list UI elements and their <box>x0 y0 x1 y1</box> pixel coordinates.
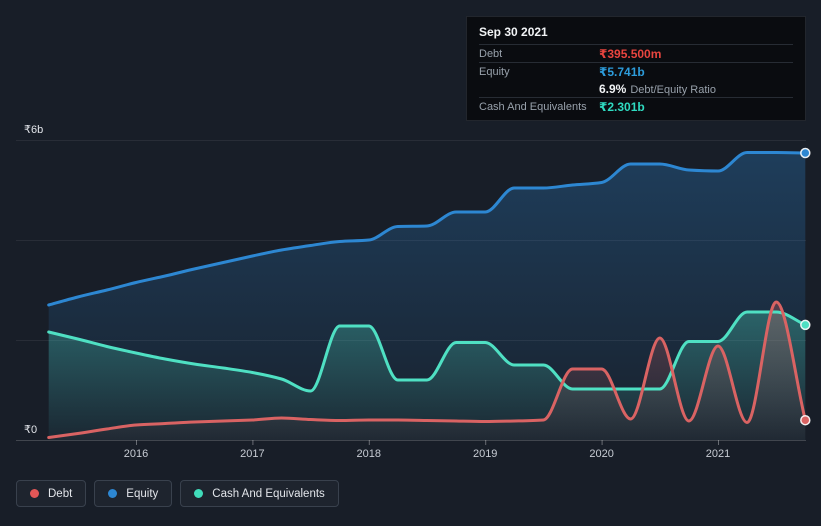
tooltip-cash-label: Cash And Equivalents <box>479 100 587 113</box>
tooltip-ratio-value: 6.9% <box>599 82 627 96</box>
cash-dot-icon <box>194 489 204 498</box>
cash-and-equivalents-line <box>47 310 807 393</box>
tooltip-row-equity: Equity ₹5.741b <box>479 63 793 80</box>
x-tick-label: 2018 <box>357 448 381 460</box>
tooltip-cash-value: ₹2.301b <box>599 99 645 114</box>
x-tick-label: 2016 <box>124 448 148 460</box>
tooltip-ratio-label: Debt/Equity Ratio <box>630 84 716 96</box>
x-tick-label: 2017 <box>240 448 264 460</box>
legend-item-equity[interactable]: Equity <box>94 480 173 507</box>
debt-marker[interactable] <box>800 414 811 426</box>
y-axis-label: ₹6b <box>24 124 43 136</box>
legend-item-debt[interactable]: Debt <box>16 480 87 507</box>
cash-and-equivalents-marker[interactable] <box>800 319 811 331</box>
equity-area <box>48 152 806 440</box>
legend-label-debt: Debt <box>48 487 73 500</box>
legend-label-equity: Equity <box>126 487 159 500</box>
debt-dot-icon <box>30 489 39 498</box>
debt-line <box>47 300 807 439</box>
x-tick-label: 2019 <box>473 448 497 460</box>
equity-dot-icon <box>108 489 118 498</box>
y-axis-label: ₹0 <box>24 424 37 436</box>
legend: Debt Equity Cash And Equivalents <box>16 480 339 507</box>
chart-tooltip: Sep 30 2021 Debt ₹395.500m Equity ₹5.741… <box>466 16 806 121</box>
tooltip-ratio: 6.9% Debt/Equity Ratio <box>599 80 793 98</box>
legend-label-cash: Cash And Equivalents <box>212 487 325 500</box>
chart-svg[interactable]: 2016 2017 2018 2019 2020 2021 ₹6b ₹0 <box>0 0 821 470</box>
tooltip-date: Sep 30 2021 <box>479 21 793 45</box>
debt-area <box>48 302 806 440</box>
tooltip-debt-value: ₹395.500m <box>599 46 662 61</box>
tooltip-row-ratio: 6.9% Debt/Equity Ratio <box>479 80 793 98</box>
tooltip-equity-value: ₹5.741b <box>599 64 645 79</box>
equity-marker[interactable] <box>800 147 811 159</box>
tooltip-row-cash: Cash And Equivalents ₹2.301b <box>479 98 793 115</box>
equity-line <box>47 151 807 307</box>
x-tick-label: 2020 <box>589 448 613 460</box>
x-tick-label: 2021 <box>706 448 730 460</box>
tooltip-row-debt: Debt ₹395.500m <box>479 45 793 63</box>
tooltip-equity-label: Equity <box>479 65 510 78</box>
legend-item-cash[interactable]: Cash And Equivalents <box>180 480 339 507</box>
tooltip-debt-label: Debt <box>479 47 503 60</box>
